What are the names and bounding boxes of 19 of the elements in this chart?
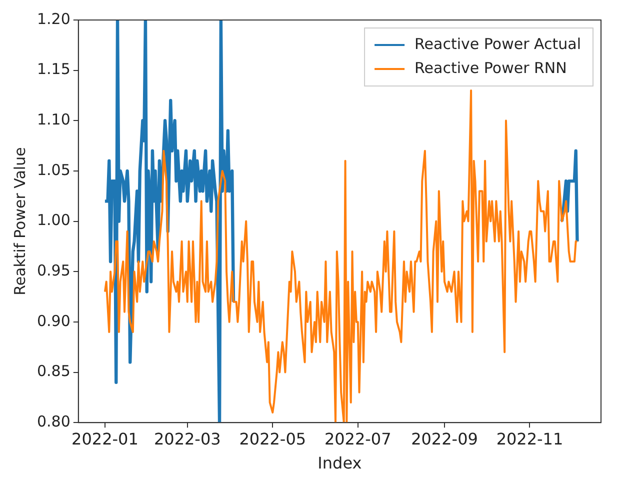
y-tick-label: 1.05 — [36, 160, 70, 179]
legend-label: Reactive Power RNN — [414, 58, 567, 77]
x-tick-label: 2022-03 — [154, 429, 221, 448]
y-tick-label: 0.80 — [36, 412, 70, 430]
x-axis-title: Index — [318, 454, 362, 473]
x-tick-label: 2022-11 — [496, 429, 564, 448]
x-tick-label: 2022-09 — [411, 429, 478, 448]
y-tick-label: 0.85 — [36, 362, 70, 380]
y-tick-label: 1.15 — [36, 60, 70, 78]
y-tick-label: 0.90 — [36, 312, 70, 330]
y-tick-label: 1.10 — [36, 110, 70, 129]
y-tick-label: 1.00 — [36, 211, 70, 230]
x-tick-label: 2022-07 — [324, 429, 392, 448]
y-tick-label: 1.20 — [36, 10, 70, 28]
x-tick-label: 2022-01 — [72, 429, 138, 448]
x-tick-label: 2022-05 — [239, 429, 306, 448]
y-axis-title: Reaktif Power Value — [10, 147, 29, 296]
y-tick-label: 0.95 — [36, 262, 70, 280]
legend-label: Reactive Power Actual — [414, 34, 582, 53]
